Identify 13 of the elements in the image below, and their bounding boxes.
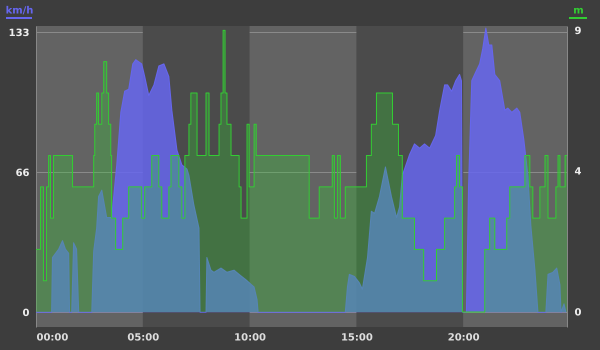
x-tick-label: 20:00 [448,332,480,344]
x-tick-label: 00:00 [36,332,68,344]
text: m [573,6,584,16]
y-tick-label: 133 [8,28,30,39]
y-tick-label: 0 [22,308,30,319]
text: km/h [6,6,34,16]
x-tick-label: 05:00 [127,332,160,344]
x-tick-label: 10:00 [234,332,266,344]
x-tick-label: 15:00 [340,332,373,344]
y2-tick-label: 0 [574,307,582,318]
y-tick-label: 66 [16,168,30,179]
y2-tick-label: 9 [574,26,582,37]
y2-tick-label: 4 [574,166,582,178]
